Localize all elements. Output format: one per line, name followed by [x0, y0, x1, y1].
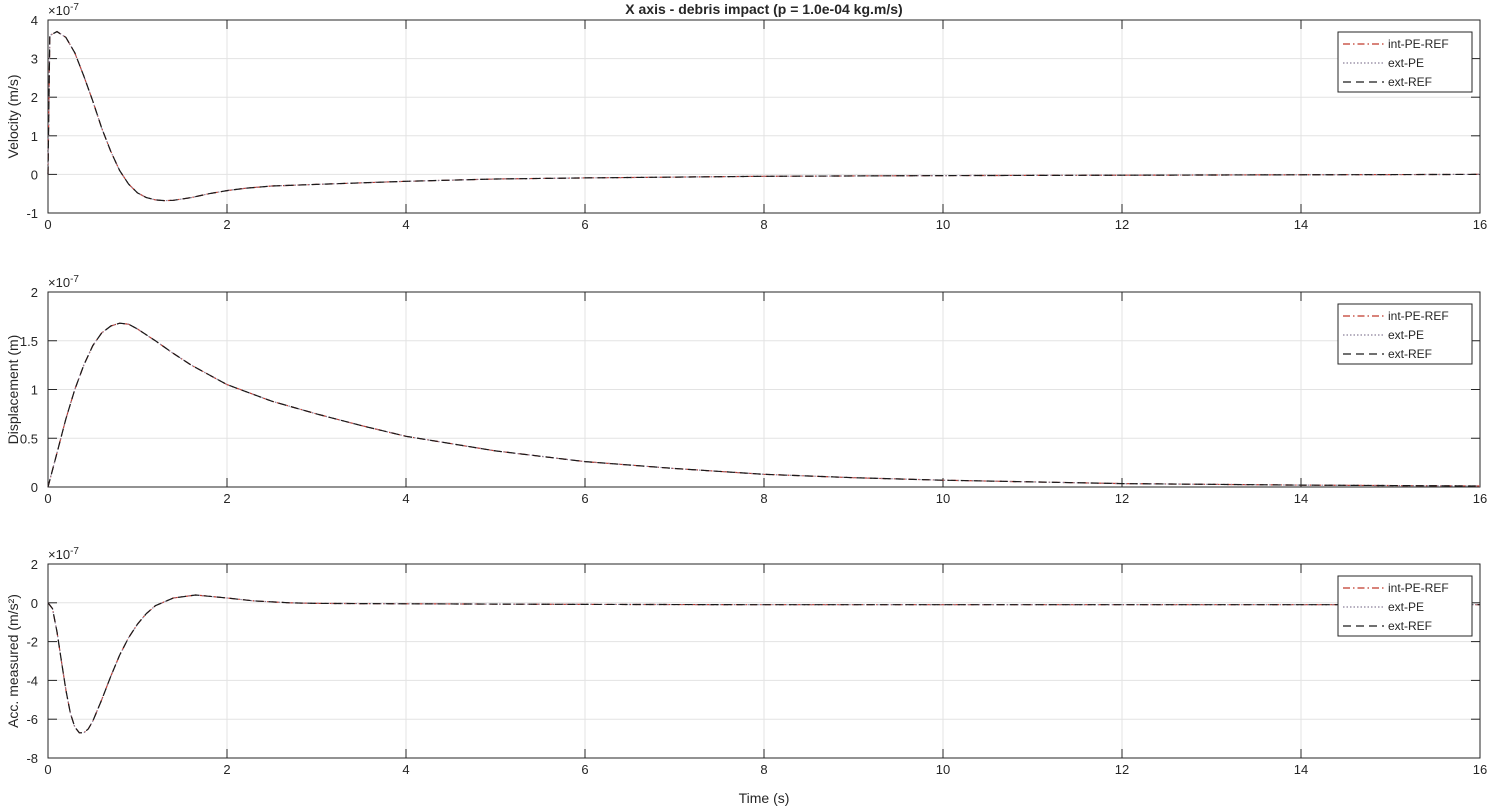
y-tick-label: 3 — [31, 52, 38, 67]
x-tick-label: 14 — [1294, 491, 1308, 506]
y-tick-label: -1 — [26, 206, 38, 221]
x-tick-label: 12 — [1115, 217, 1129, 232]
x-tick-label: 6 — [581, 762, 588, 777]
x-tick-label: 12 — [1115, 491, 1129, 506]
legend-label: ext-REF — [1388, 347, 1432, 361]
legend-label: ext-REF — [1388, 619, 1432, 633]
legend: int-PE-REF ext-PE ext-REF — [1337, 31, 1473, 93]
legend-label: int-PE-REF — [1388, 581, 1449, 595]
series-line-ext-REF — [47, 30, 1481, 202]
x-tick-label: 6 — [581, 217, 588, 232]
y-exponent-label: ×10-7 — [48, 2, 79, 18]
x-tick-label: 0 — [44, 491, 51, 506]
x-tick-label: 4 — [402, 217, 409, 232]
x-tick-label: 4 — [402, 491, 409, 506]
y-tick-label: 2 — [31, 285, 38, 300]
x-tick-label: 8 — [760, 491, 767, 506]
y-axis-label: Acc. measured (m/s²) — [5, 594, 21, 728]
y-axis-label: Displacement (m) — [5, 335, 21, 445]
x-tick-label: 16 — [1473, 491, 1487, 506]
y-tick-label: -4 — [26, 673, 38, 688]
y-tick-label: -6 — [26, 712, 38, 727]
x-tick-label: 12 — [1115, 762, 1129, 777]
y-tick-label: 1 — [31, 383, 38, 398]
legend-label: ext-PE — [1388, 56, 1424, 70]
legend-label: int-PE-REF — [1388, 309, 1449, 323]
series-line-ext-REF — [47, 594, 1480, 734]
axes-box — [47, 291, 1481, 488]
x-tick-label: 8 — [760, 762, 767, 777]
y-tick-label: -8 — [26, 751, 38, 766]
y-exponent-label: ×10-7 — [48, 274, 79, 290]
x-tick-label: 16 — [1473, 762, 1487, 777]
x-tick-label: 2 — [223, 217, 230, 232]
y-tick-label: 0.5 — [20, 431, 38, 446]
legend-label: ext-PE — [1388, 600, 1424, 614]
series-line-ext-REF — [47, 322, 1481, 488]
y-axis-label: Velocity (m/s) — [5, 74, 21, 158]
y-tick-label: 4 — [31, 13, 38, 28]
x-tick-label: 2 — [223, 491, 230, 506]
y-tick-label: 0 — [31, 596, 38, 611]
figure-title: X axis - debris impact (p = 1.0e-04 kg.m… — [625, 1, 902, 17]
y-tick-label: 1.5 — [20, 334, 38, 349]
x-axis-label: Time (s) — [739, 790, 790, 806]
y-tick-label: -2 — [26, 635, 38, 650]
x-tick-label: 2 — [223, 762, 230, 777]
x-tick-label: 14 — [1294, 762, 1308, 777]
x-tick-label: 6 — [581, 491, 588, 506]
y-tick-label: 2 — [31, 90, 38, 105]
legend: int-PE-REF ext-PE ext-REF — [1337, 575, 1473, 637]
legend-label: ext-REF — [1388, 75, 1432, 89]
y-tick-label: 0 — [31, 167, 38, 182]
y-tick-label: 0 — [31, 480, 38, 495]
axes-box — [47, 19, 1481, 214]
x-tick-label: 4 — [402, 762, 409, 777]
x-tick-label: 10 — [936, 762, 950, 777]
y-tick-label: 2 — [31, 557, 38, 572]
x-tick-label: 10 — [936, 217, 950, 232]
y-tick-label: 1 — [31, 129, 38, 144]
legend: int-PE-REF ext-PE ext-REF — [1337, 303, 1473, 365]
legend-label: int-PE-REF — [1388, 37, 1449, 51]
x-tick-label: 10 — [936, 491, 950, 506]
y-exponent-label: ×10-7 — [48, 546, 79, 562]
x-tick-label: 16 — [1473, 217, 1487, 232]
subplot-2: 0 2 4 6 8 10 12 14 16 0 0.5 1 1.5 2 ×10-7 Displacement … — [5, 274, 1487, 506]
x-tick-label: 0 — [44, 762, 51, 777]
x-tick-label: 14 — [1294, 217, 1308, 232]
x-tick-label: 8 — [760, 217, 767, 232]
subplot-3: 0 2 4 6 8 10 12 14 16 -8 -6 -4 -2 0 2 ×10-7 Acc. measure… — [5, 546, 1487, 777]
axes-box — [47, 563, 1481, 759]
legend-label: ext-PE — [1388, 328, 1424, 342]
x-tick-label: 0 — [44, 217, 51, 232]
